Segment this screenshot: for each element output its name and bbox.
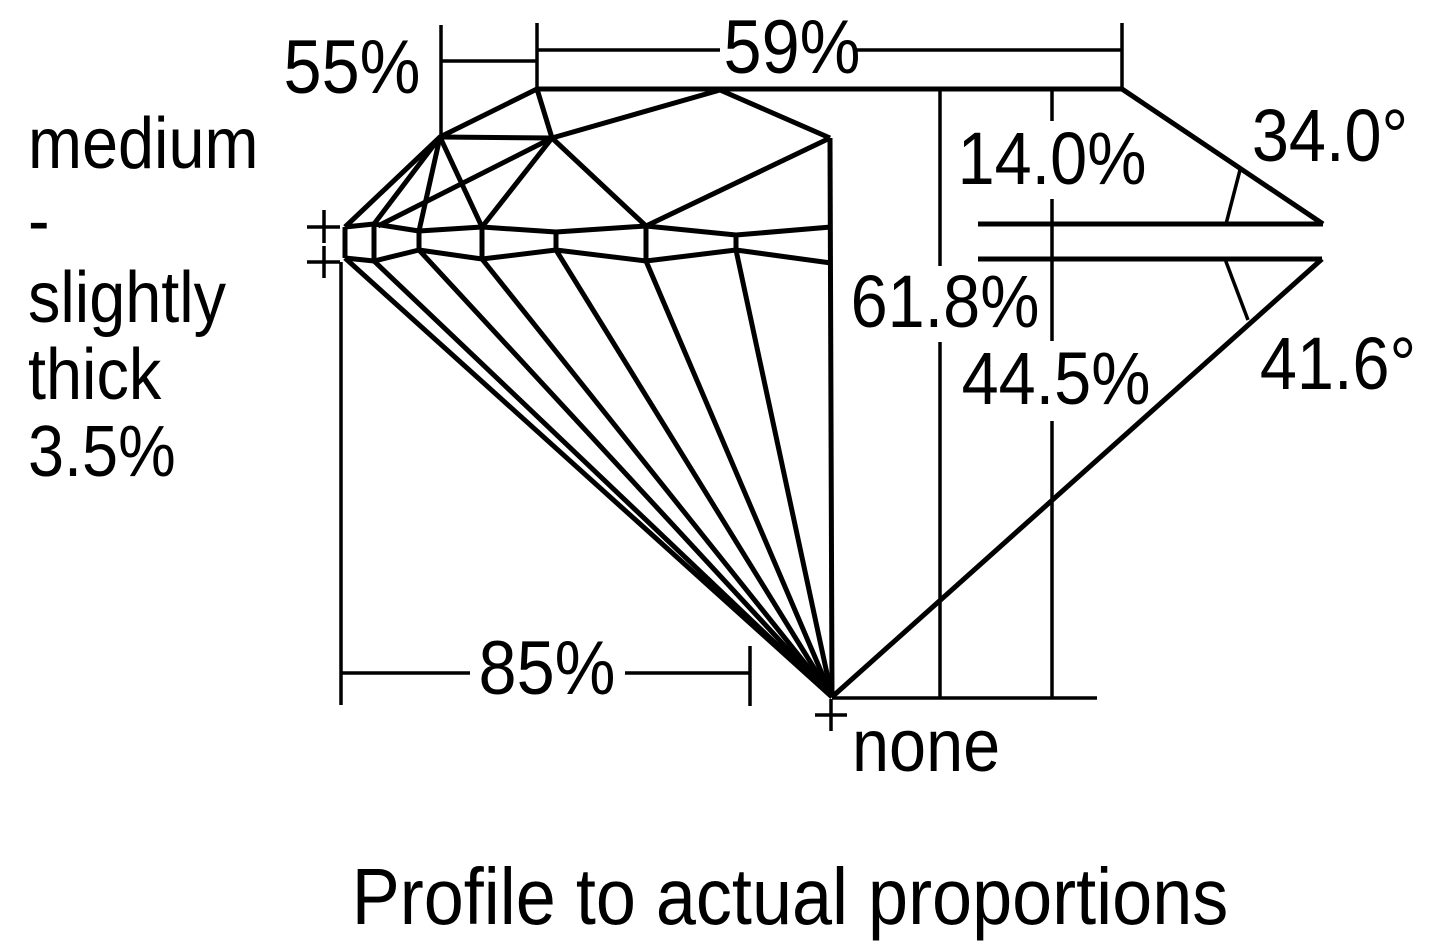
pavilion-depth-label: 44.5% [961, 337, 1151, 420]
crown-height-label: 14.0% [957, 117, 1147, 200]
girdle-bottom-edge [344, 247, 832, 266]
diagram-caption: Profile to actual proportions [351, 852, 1229, 941]
pavilion-silhouette-left [343, 256, 834, 699]
pavilion-facets [343, 248, 1324, 699]
lower-girdle-label: 85% [478, 626, 616, 711]
culet-label: none [852, 704, 1001, 787]
crown-facets [343, 86, 1325, 698]
pavilion-slope-right [830, 257, 1324, 699]
girdle-label-line: 3.5% [28, 412, 176, 492]
center-vertical-edge [827, 137, 835, 698]
girdle-label-line: thick [28, 335, 162, 415]
table-width-label: 55% [283, 25, 421, 110]
girdle-label-line: medium [28, 104, 259, 184]
total-depth-label: 61.8% [850, 260, 1040, 343]
crown-slope-right [1120, 86, 1325, 227]
girdle-label-line: slightly [28, 258, 227, 338]
crown-angle-tick [1224, 169, 1242, 225]
dimension-lines [307, 23, 1250, 731]
pavilion-angle-label: 41.6° [1259, 322, 1417, 405]
girdle-top-edge [344, 221, 832, 238]
girdle-label-line: - [28, 181, 50, 261]
pavilion-angle-tick [1223, 258, 1250, 321]
crown-angle-label: 34.0° [1251, 94, 1409, 177]
girdle-band [342, 221, 1323, 266]
girdle-thickness-label: medium - slightly thick 3.5% [28, 106, 258, 491]
crown-top-width-label: 59% [723, 5, 861, 90]
